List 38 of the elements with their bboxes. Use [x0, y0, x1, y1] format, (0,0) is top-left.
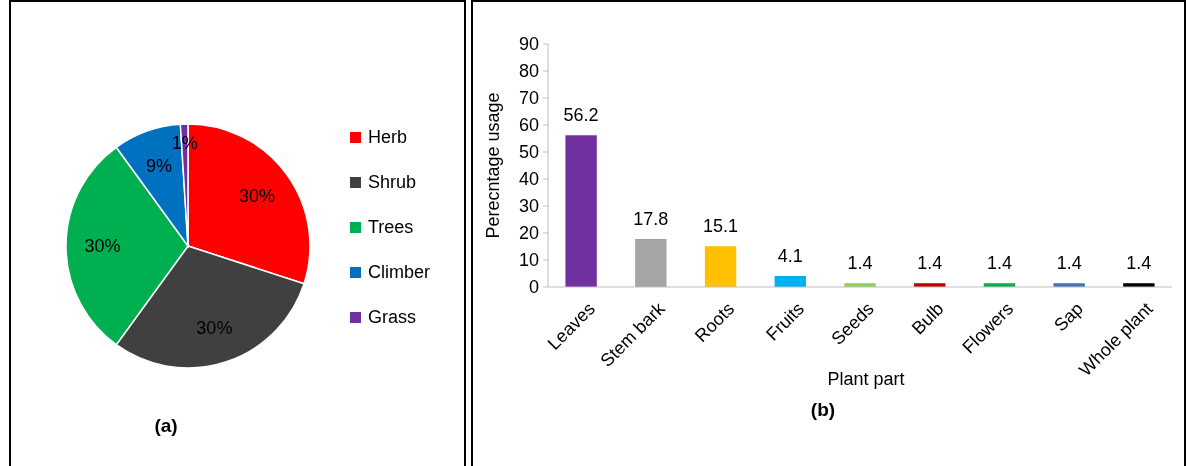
x-axis-title: Plant part [827, 369, 905, 389]
y-tick-label: 90 [518, 34, 539, 55]
legend-label: Grass [368, 307, 417, 327]
data-label: 15.1 [703, 216, 739, 237]
data-label: 1.4 [847, 253, 873, 274]
y-tick-label: 50 [518, 142, 539, 163]
y-tick-label: 40 [518, 169, 539, 190]
legend-label: Shrub [368, 172, 417, 192]
legend-label: Trees [368, 217, 414, 237]
y-tick-label: 10 [518, 250, 539, 271]
bar [565, 135, 597, 287]
data-label: 17.8 [633, 208, 669, 229]
x-tick-label: Bulb [907, 298, 948, 339]
y-tick-label: 0 [528, 277, 539, 298]
x-tick-label: Sap [1050, 298, 1087, 336]
y-axis-title: Perecntage usage [483, 92, 503, 239]
data-label: 1.4 [917, 253, 943, 274]
data-label: 1.4 [986, 253, 1012, 274]
y-tick-label: 80 [518, 61, 539, 82]
data-label: 1% [171, 132, 198, 153]
bar [635, 238, 667, 287]
data-label: 1.4 [1056, 253, 1082, 274]
data-label: 30% [239, 186, 276, 207]
data-label: 56.2 [563, 105, 599, 126]
y-tick-label: 60 [518, 115, 539, 136]
y-tick-label: 30 [518, 196, 539, 217]
bar [704, 246, 737, 287]
data-label: 30% [196, 317, 233, 338]
text: (a) [154, 415, 178, 436]
data-label: 30% [84, 236, 121, 257]
legend-label: Herb [368, 127, 408, 147]
data-label: 9% [146, 155, 173, 176]
y-tick-label: 70 [518, 88, 539, 109]
data-label: 4.1 [777, 245, 803, 266]
legend-label: Climber [368, 262, 431, 282]
text: (b) [810, 399, 836, 420]
data-label: 1.4 [1126, 253, 1152, 274]
y-tick-label: 20 [518, 223, 539, 244]
